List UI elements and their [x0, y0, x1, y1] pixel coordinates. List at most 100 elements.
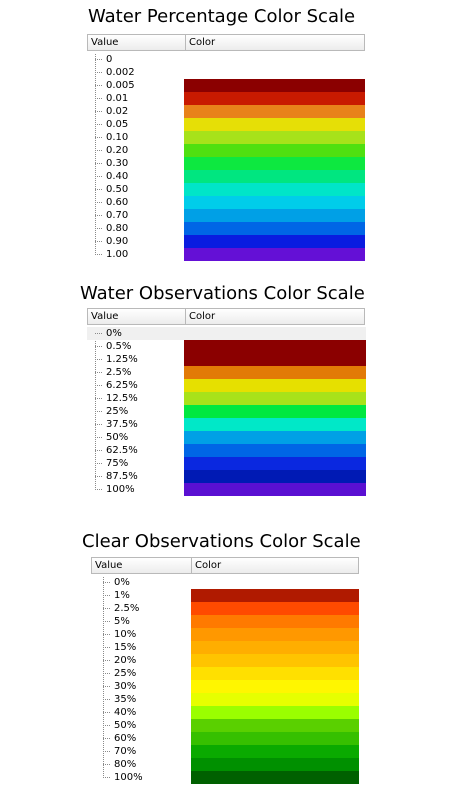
legend-row[interactable]: 0.20 — [87, 144, 365, 157]
legend-value: 0.10 — [106, 132, 129, 143]
legend-row[interactable]: 12.5% — [87, 392, 366, 405]
legend-row[interactable]: 0.90 — [87, 235, 365, 248]
legend-row[interactable]: 0.70 — [87, 209, 365, 222]
tree-connector-line — [95, 328, 96, 490]
color-swatch — [184, 170, 365, 183]
legend-row[interactable]: 35% — [95, 693, 359, 706]
column-header-value[interactable]: Value — [91, 37, 119, 48]
legend-row[interactable]: 0.01 — [87, 92, 365, 105]
column-header-color[interactable]: Color — [191, 558, 359, 573]
legend-row[interactable]: 0.02 — [87, 105, 365, 118]
legend-row[interactable]: 0.002 — [87, 66, 365, 79]
legend-value: 10% — [114, 629, 137, 640]
table-header: Value Color — [87, 34, 365, 51]
legend-row[interactable]: 0.10 — [87, 131, 365, 144]
legend-row[interactable]: 0.005 — [87, 79, 365, 92]
legend-row[interactable]: 1% — [95, 589, 359, 602]
legend-row[interactable]: 0.05 — [87, 118, 365, 131]
legend-row[interactable]: 0.40 — [87, 170, 365, 183]
legend-row[interactable]: 25% — [95, 667, 359, 680]
tree-connector-tick — [95, 85, 102, 86]
legend-value: 0.90 — [106, 236, 129, 247]
legend-row[interactable]: 0% — [95, 576, 359, 589]
legend-row[interactable]: 1.25% — [87, 353, 366, 366]
tree-connector-tick — [95, 254, 102, 255]
legend-row[interactable]: 0.30 — [87, 157, 365, 170]
legend-row[interactable]: 50% — [95, 719, 359, 732]
color-swatch — [184, 392, 366, 405]
legend-row[interactable]: 30% — [95, 680, 359, 693]
color-swatch — [191, 771, 359, 784]
legend-row[interactable]: 25% — [87, 405, 366, 418]
column-header-color[interactable]: Color — [185, 309, 365, 324]
legend-row[interactable]: 5% — [95, 615, 359, 628]
legend-row[interactable]: 0.60 — [87, 196, 365, 209]
legend-value: 50% — [106, 432, 129, 443]
legend-row[interactable]: 15% — [95, 641, 359, 654]
legend-row[interactable]: 1.00 — [87, 248, 365, 261]
column-header-color[interactable]: Color — [185, 35, 365, 50]
tree-connector-tick — [103, 738, 110, 739]
tree-connector-tick — [103, 686, 110, 687]
legend-value: 0 — [106, 54, 113, 65]
legend-value: 0.002 — [106, 67, 135, 78]
tree-connector-tick — [103, 634, 110, 635]
tree-connector-tick — [95, 124, 102, 125]
legend-row[interactable]: 40% — [95, 706, 359, 719]
legend-row[interactable]: 0.50 — [87, 183, 365, 196]
tree-connector-tick — [95, 241, 102, 242]
tree-connector-line — [95, 54, 96, 255]
legend-row[interactable]: 2.5% — [87, 366, 366, 379]
panel-title: Water Percentage Color Scale — [88, 6, 356, 27]
color-swatch — [184, 340, 366, 353]
tree-connector-tick — [95, 202, 102, 203]
legend-row[interactable]: 0% — [87, 327, 366, 340]
legend-row[interactable]: 37.5% — [87, 418, 366, 431]
legend-row[interactable]: 0.5% — [87, 340, 366, 353]
legend-row[interactable]: 60% — [95, 732, 359, 745]
legend-row[interactable]: 10% — [95, 628, 359, 641]
tree-connector-tick — [95, 489, 102, 490]
tree-connector-tick — [103, 673, 110, 674]
column-header-value[interactable]: Value — [91, 311, 119, 322]
color-swatch — [184, 131, 365, 144]
legend-row[interactable]: 0 — [87, 53, 365, 66]
legend-value: 87.5% — [106, 471, 138, 482]
legend-row[interactable]: 70% — [95, 745, 359, 758]
color-swatch — [191, 719, 359, 732]
tree-connector-tick — [103, 764, 110, 765]
tree-connector-tick — [95, 72, 102, 73]
legend-value: 12.5% — [106, 393, 138, 404]
tree-connector-tick — [95, 333, 102, 334]
tree-connector-tick — [103, 647, 110, 648]
legend-row[interactable]: 75% — [87, 457, 366, 470]
color-swatch — [191, 628, 359, 641]
color-swatch — [191, 745, 359, 758]
legend-value: 0.005 — [106, 80, 135, 91]
legend-value: 62.5% — [106, 445, 138, 456]
legend-row[interactable]: 50% — [87, 431, 366, 444]
legend-row[interactable]: 2.5% — [95, 602, 359, 615]
tree-connector-tick — [95, 346, 102, 347]
tree-connector-tick — [103, 699, 110, 700]
tree-connector-tick — [103, 725, 110, 726]
legend-value: 25% — [106, 406, 129, 417]
color-swatch — [191, 654, 359, 667]
color-swatch — [184, 105, 365, 118]
legend-row[interactable]: 100% — [95, 771, 359, 784]
legend-value: 0% — [106, 328, 122, 339]
legend-row[interactable]: 62.5% — [87, 444, 366, 457]
legend-row[interactable]: 6.25% — [87, 379, 366, 392]
legend-row[interactable]: 100% — [87, 483, 366, 496]
legend-row[interactable]: 20% — [95, 654, 359, 667]
legend-value: 1.25% — [106, 354, 138, 365]
legend-row[interactable]: 0.80 — [87, 222, 365, 235]
legend-value: 0.80 — [106, 223, 129, 234]
legend-value: 40% — [114, 707, 137, 718]
tree-connector-tick — [95, 215, 102, 216]
legend-row[interactable]: 80% — [95, 758, 359, 771]
color-swatch — [184, 353, 366, 366]
legend-row[interactable]: 87.5% — [87, 470, 366, 483]
table-header: Value Color — [87, 308, 365, 325]
column-header-value[interactable]: Value — [95, 560, 123, 571]
